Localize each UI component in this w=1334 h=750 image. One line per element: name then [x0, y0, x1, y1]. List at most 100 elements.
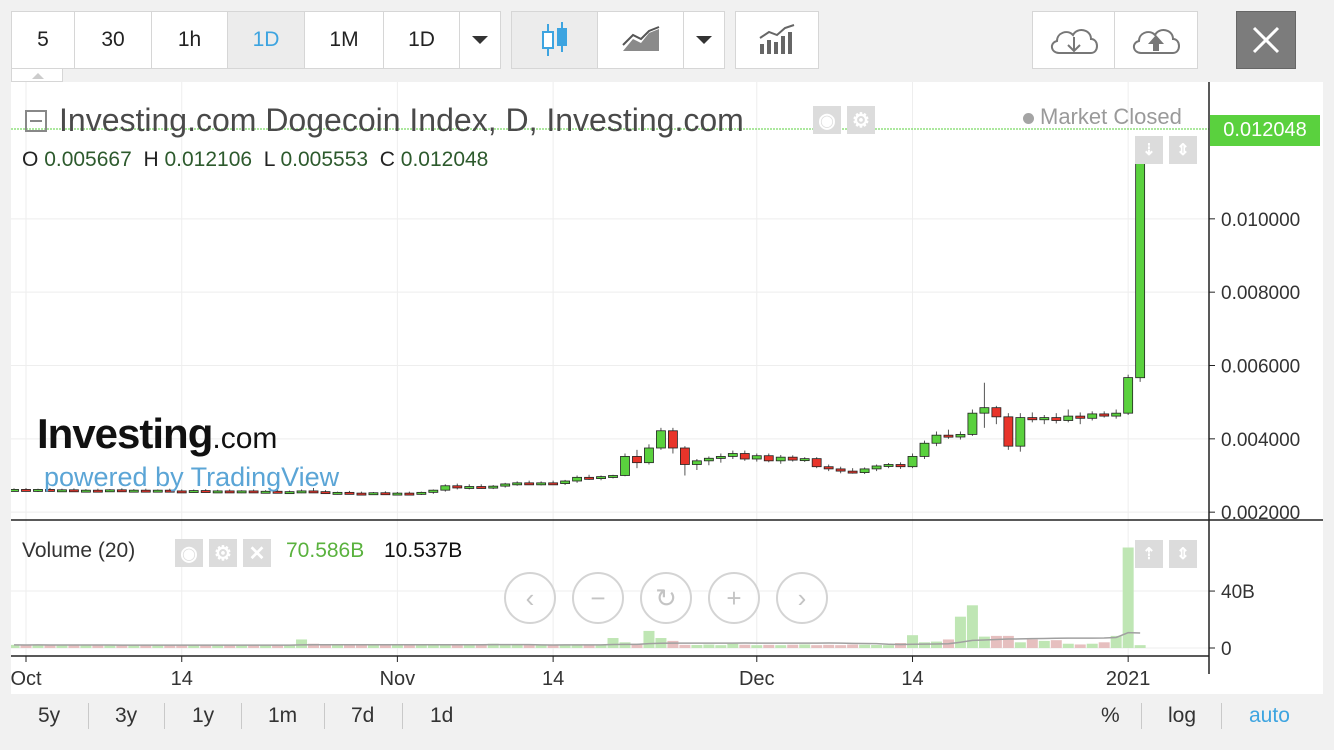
indicators-button[interactable]	[736, 12, 818, 68]
powered-by-link[interactable]: powered by TradingView	[44, 462, 340, 492]
candle-body	[991, 407, 1002, 418]
zoom-in-button[interactable]: +	[708, 572, 760, 624]
price-tick-label: 0.008000	[1221, 283, 1300, 304]
interval-1d-alt[interactable]: 1D	[384, 12, 460, 68]
volume-bar	[823, 644, 835, 648]
candle-body	[632, 456, 642, 464]
candle	[164, 488, 175, 493]
volume-bar	[44, 645, 56, 648]
chart-type-dropdown-button[interactable]	[684, 12, 724, 68]
candle	[584, 474, 594, 480]
auto-scale-toggle[interactable]: auto	[1249, 704, 1290, 727]
cloud-download-icon	[1050, 29, 1098, 54]
candlestick-button[interactable]	[512, 12, 598, 68]
range-1m[interactable]: 1m	[268, 704, 298, 727]
candle	[811, 457, 822, 469]
expand-vertical-icon[interactable]: ⇕	[1169, 136, 1197, 164]
candle-body	[1051, 417, 1062, 421]
volume-bar	[367, 644, 379, 648]
ohlc-high-label: H	[143, 148, 159, 171]
zoom-out-button[interactable]: −	[572, 572, 624, 624]
close-button[interactable]	[1236, 11, 1296, 69]
interval-dropdown-button[interactable]	[460, 12, 500, 68]
load-chart-button[interactable]	[1033, 12, 1115, 68]
divider	[324, 703, 325, 729]
volume-bar	[32, 644, 44, 648]
interval-1h[interactable]: 1h	[152, 12, 228, 68]
candle	[656, 427, 666, 450]
candle-body	[500, 483, 511, 487]
toolbar: 5 30 1h 1D 1M 1D	[0, 0, 1334, 82]
percent-scale-toggle[interactable]: %	[1101, 704, 1120, 727]
expand-vertical-icon[interactable]: ⇕	[1169, 540, 1197, 568]
volume-axis: 40B 0	[1209, 582, 1255, 660]
interval-30[interactable]: 30	[75, 12, 152, 68]
volume-bar	[200, 645, 212, 648]
range-1y[interactable]: 1y	[192, 704, 215, 727]
candle	[440, 484, 451, 492]
scroll-right-button[interactable]: ›	[776, 572, 828, 624]
title-text: Investing.com Dogecoin Index, D, Investi…	[59, 102, 744, 138]
candle	[404, 491, 415, 496]
interval-1d[interactable]: 1D	[228, 12, 305, 68]
scroll-up-icon[interactable]: ⇡	[1135, 540, 1163, 568]
scroll-left-button[interactable]: ‹	[504, 572, 556, 624]
eye-icon[interactable]: ◉	[175, 539, 203, 567]
candle-body	[212, 490, 223, 494]
volume-bar	[691, 645, 703, 648]
range-5y[interactable]: 5y	[38, 704, 61, 727]
eye-icon[interactable]: ◉	[813, 106, 841, 134]
candle	[464, 484, 475, 490]
scroll-down-icon[interactable]: ⇣	[1135, 136, 1163, 164]
close-icon[interactable]: ✕	[243, 539, 271, 567]
candle-body	[1063, 415, 1074, 421]
candle	[871, 464, 882, 472]
candle	[835, 466, 846, 474]
candle	[1051, 413, 1062, 424]
candle-body	[620, 456, 630, 476]
range-1d[interactable]: 1d	[430, 704, 454, 727]
gear-icon[interactable]: ⚙	[847, 106, 875, 134]
volume-bar	[907, 635, 919, 648]
divider	[164, 703, 165, 729]
candle	[703, 456, 714, 466]
candle-body	[871, 465, 882, 470]
toolbar-collapse-handle[interactable]	[11, 69, 63, 82]
candle-body	[512, 482, 523, 486]
ohlc-legend: O 0.005667 H 0.012106 L 0.005553 C 0.012…	[22, 148, 488, 172]
indicators-icon	[759, 24, 795, 54]
area-chart-icon	[621, 26, 659, 51]
interval-group: 5 30 1h 1D 1M 1D	[11, 11, 501, 69]
volume-bar	[308, 643, 320, 648]
save-chart-button[interactable]	[1115, 12, 1197, 68]
area-chart-button[interactable]	[598, 12, 684, 68]
volume-bar	[1074, 644, 1086, 648]
interval-1m[interactable]: 1M	[305, 12, 384, 68]
volume-bar	[116, 645, 128, 648]
log-scale-toggle[interactable]: log	[1168, 704, 1197, 727]
volume-bar	[511, 644, 523, 648]
collapse-legend-icon[interactable]	[25, 110, 47, 132]
range-3y[interactable]: 3y	[115, 704, 138, 727]
candle-body	[380, 492, 391, 496]
candle	[356, 491, 367, 496]
volume-bar	[487, 643, 499, 648]
candle-body	[488, 485, 499, 489]
candle	[1099, 411, 1110, 418]
volume-bar	[643, 630, 655, 648]
chart-area[interactable]: 0.010000 0.008000 0.006000 0.004000 0.002000…	[11, 82, 1323, 694]
candle	[45, 487, 55, 492]
candle	[560, 479, 570, 486]
candle	[979, 382, 990, 428]
candle-body	[200, 490, 211, 493]
candle	[1123, 374, 1134, 415]
range-7d[interactable]: 7d	[351, 704, 375, 727]
candle-body	[703, 457, 714, 462]
candle-body	[727, 453, 738, 457]
volume-bar	[284, 645, 296, 648]
interval-5[interactable]: 5	[12, 12, 75, 68]
gear-icon[interactable]: ⚙	[209, 539, 237, 567]
volume-ma-line	[14, 631, 1141, 646]
reset-button[interactable]: ↻	[640, 572, 692, 624]
candle-body	[404, 492, 415, 496]
